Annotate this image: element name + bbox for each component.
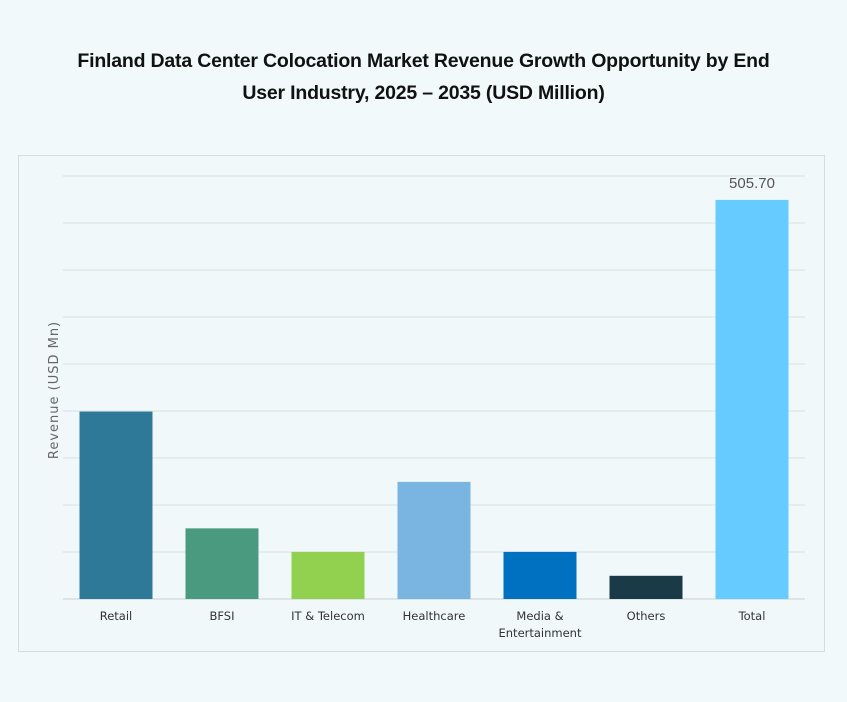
chart-title: Finland Data Center Colocation Market Re…: [0, 45, 847, 109]
y-axis-label: Revenue (USD Mn): [47, 321, 62, 459]
bar-bfsi: [185, 528, 259, 599]
x-tick-label: Others: [627, 609, 666, 623]
bar-others: [609, 575, 683, 599]
x-tick-label: BFSI: [210, 609, 235, 623]
chart-title-line-1: Finland Data Center Colocation Market Re…: [77, 50, 770, 72]
bar-retail: [79, 411, 153, 599]
x-tick-label: Entertainment: [499, 626, 582, 640]
x-tick-label: IT & Telecom: [291, 609, 365, 623]
chart-title-line-2: User Industry, 2025 – 2035 (USD Million): [242, 82, 605, 104]
bar-it-telecom: [291, 551, 365, 599]
x-tick-label: Media &: [516, 609, 563, 623]
bar-healthcare: [397, 481, 471, 599]
x-tick-label: Total: [738, 609, 766, 623]
x-tick-label: Healthcare: [403, 609, 466, 623]
x-tick-label: Retail: [100, 609, 133, 623]
bar-total: [715, 199, 789, 600]
data-label: 505.70: [729, 175, 775, 192]
bar-media-entertainment: [503, 551, 577, 599]
